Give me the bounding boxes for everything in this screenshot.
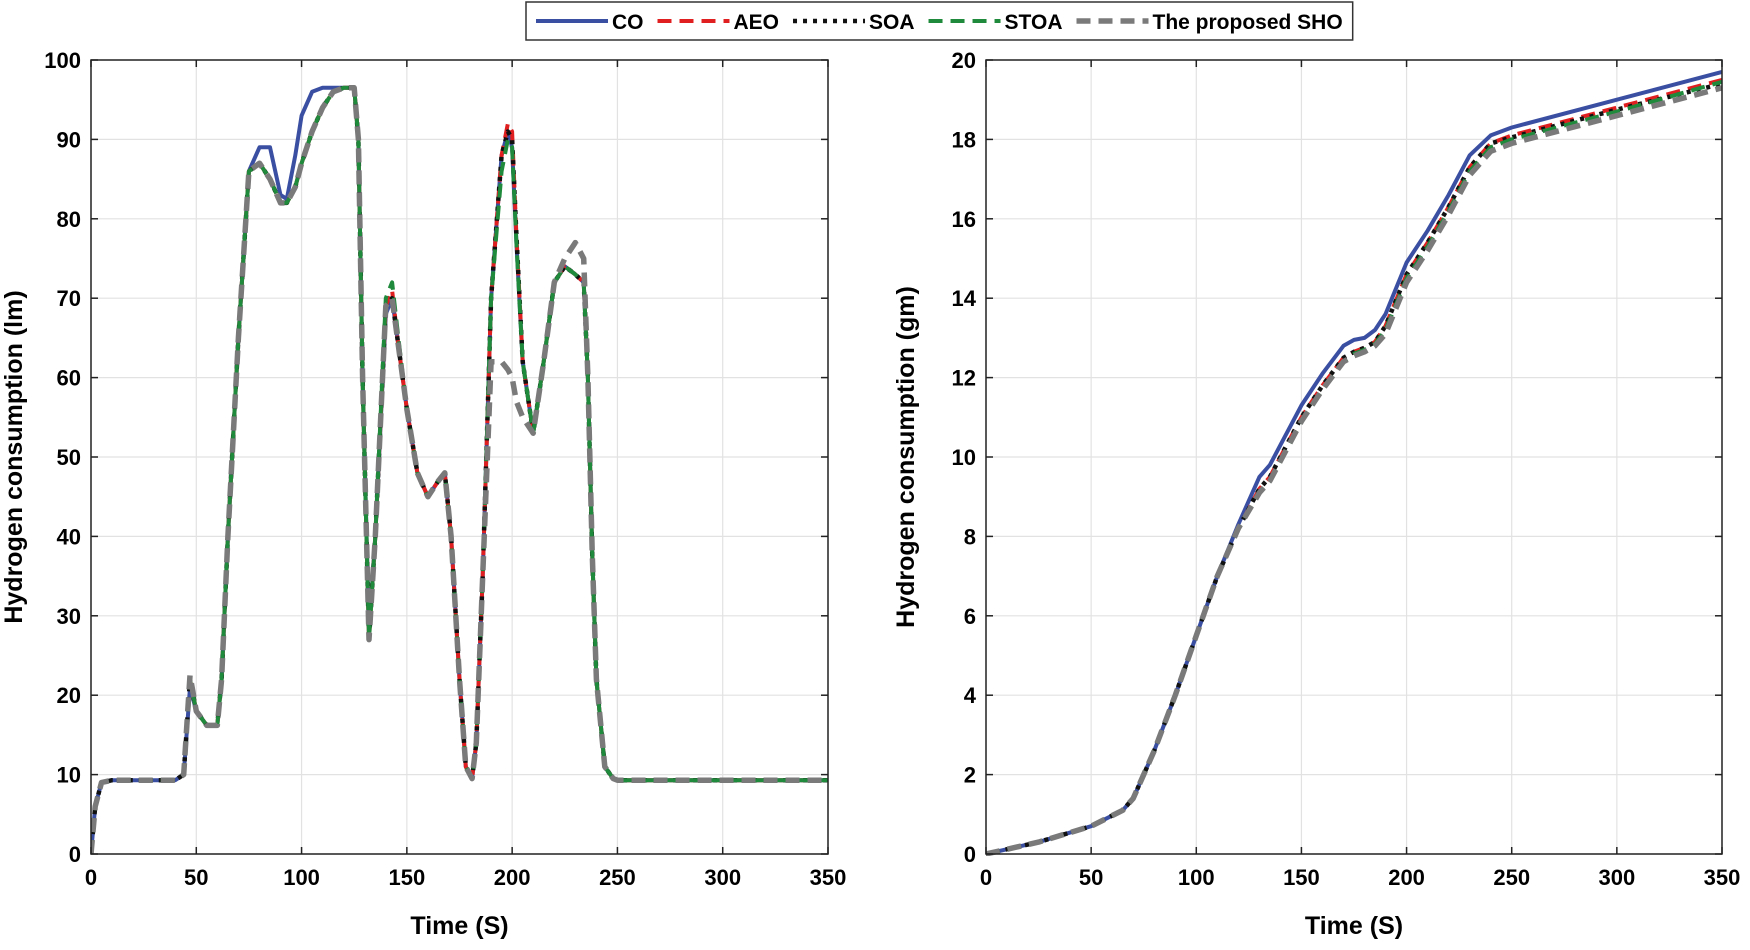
x-tick-label: 350 — [810, 865, 847, 890]
legend: CO AEO SOA STOA The proposed SHO — [525, 1, 1354, 41]
y-tick-label: 60 — [57, 366, 81, 391]
x-tick-label: 50 — [184, 865, 208, 890]
left-plot: 0 50 100 150 200 250 300 350 0 10 20 30 40 50 60 70 80 90… — [0, 48, 846, 940]
x-tick-label: 200 — [494, 865, 531, 890]
y-tick-label: 80 — [57, 207, 81, 232]
x-tick-label: 200 — [1388, 865, 1425, 890]
y-tick-label: 0 — [964, 842, 976, 867]
series-line-soa — [91, 85, 828, 855]
x-tick-label: 300 — [704, 865, 741, 890]
y-tick-label: 100 — [44, 48, 81, 73]
x-tick-label: 350 — [1704, 865, 1741, 890]
legend-label: AEO — [734, 11, 780, 34]
y-tick-label: 50 — [57, 445, 81, 470]
series-line-aeo — [91, 85, 828, 855]
series-line-soa — [986, 81, 1722, 856]
right-plot: 0 50 100 150 200 250 300 350 0 2 4 6 8 10 12 14 16 18 20 Ti… — [892, 48, 1740, 940]
x-tick-label: 100 — [1178, 865, 1215, 890]
y-tick-label: 90 — [57, 127, 81, 152]
y-tick-label: 8 — [964, 524, 976, 549]
y-tick-label: 2 — [964, 763, 976, 788]
x-axis-label: Time (S) — [1305, 912, 1403, 940]
y-axis-label: Hydrogen consumption (gm) — [892, 286, 920, 628]
series-group — [91, 85, 828, 855]
x-tick-label: 250 — [1493, 865, 1530, 890]
series-line-the-proposed-sho — [91, 85, 828, 855]
series-line-stoa — [986, 79, 1722, 856]
x-tick-label: 0 — [85, 865, 97, 890]
y-tick-label: 6 — [964, 604, 976, 629]
y-tick-label: 14 — [952, 286, 977, 311]
series-line-the-proposed-sho — [986, 85, 1722, 856]
grid — [90, 59, 829, 855]
series-group — [986, 69, 1722, 856]
series-line-co — [91, 85, 828, 855]
y-tick-label: 70 — [57, 286, 81, 311]
grid — [985, 59, 1723, 855]
x-tick-label: 150 — [388, 865, 425, 890]
x-tick-label: 100 — [283, 865, 320, 890]
y-tick-label: 4 — [964, 683, 977, 708]
series-line-stoa — [91, 85, 828, 855]
y-tick-label: 18 — [952, 127, 976, 152]
x-tick-label: 0 — [980, 865, 992, 890]
y-tick-label: 0 — [69, 842, 81, 867]
legend-label: STOA — [1005, 11, 1063, 34]
legend-label: SOA — [869, 11, 915, 34]
legend-label: CO — [612, 11, 644, 34]
x-tick-label: 250 — [599, 865, 636, 890]
y-tick-label: 10 — [952, 445, 976, 470]
x-tick-label: 150 — [1283, 865, 1320, 890]
y-tick-label: 16 — [952, 207, 976, 232]
y-tick-label: 40 — [57, 524, 81, 549]
x-axis-label: Time (S) — [410, 912, 508, 940]
y-tick-label: 10 — [57, 763, 81, 788]
legend-label: The proposed SHO — [1153, 11, 1343, 34]
series-line-co — [986, 69, 1722, 856]
y-tick-label: 20 — [57, 683, 81, 708]
y-tick-label: 20 — [952, 48, 976, 73]
x-tick-label: 50 — [1079, 865, 1103, 890]
series-line-aeo — [986, 77, 1722, 856]
y-axis-label: Hydrogen consumption (lm) — [0, 290, 28, 623]
y-tick-label: 12 — [952, 366, 976, 391]
y-tick-label: 30 — [57, 604, 81, 629]
x-tick-label: 300 — [1598, 865, 1635, 890]
